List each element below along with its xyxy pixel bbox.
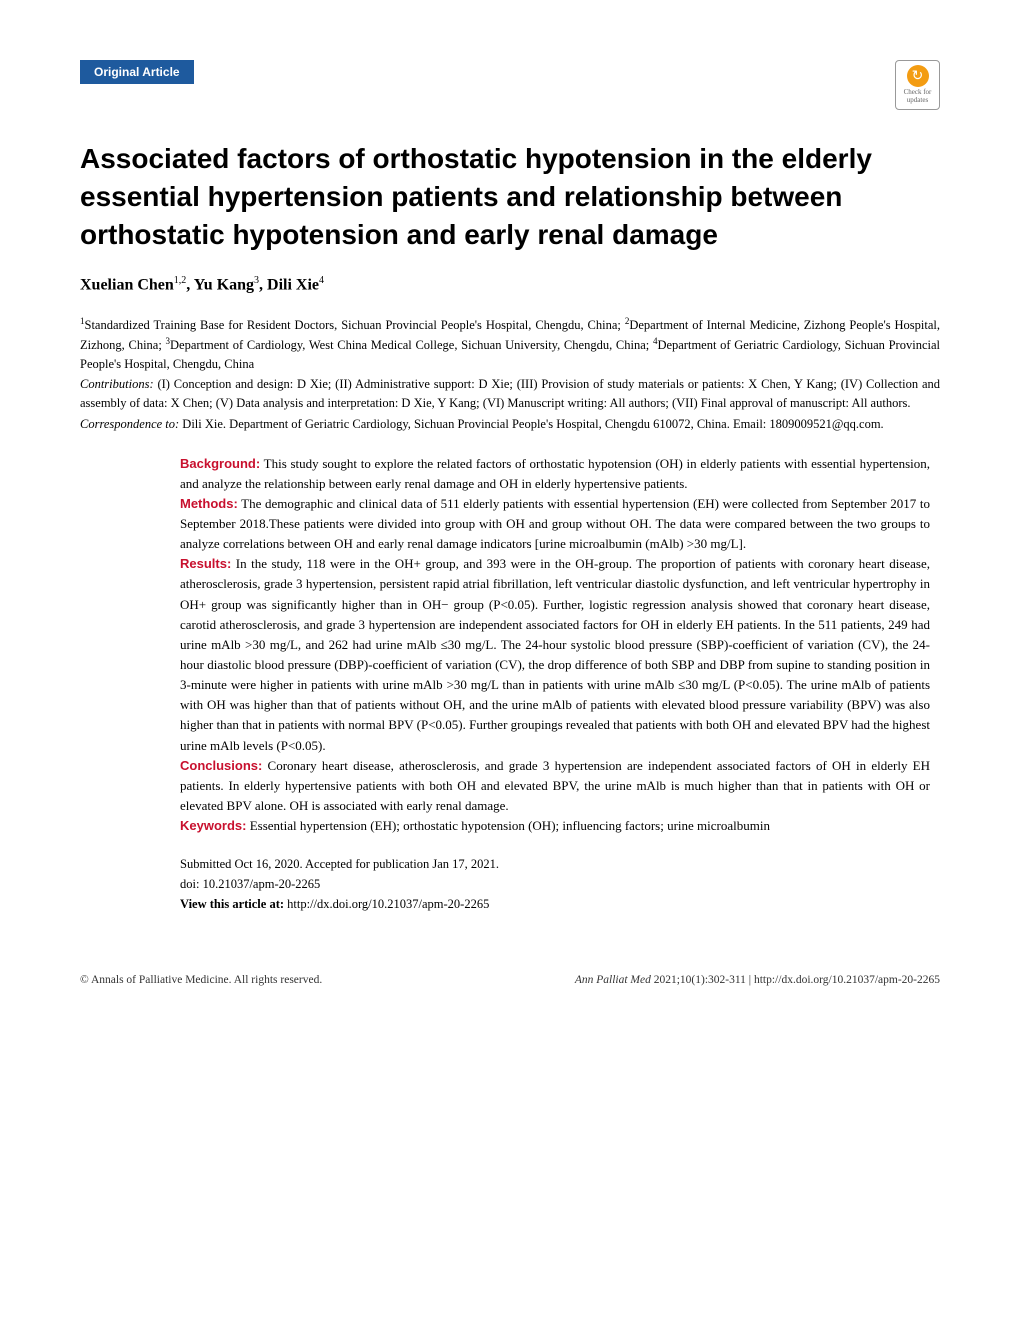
methods-text: The demographic and clinical data of 511… xyxy=(180,496,930,551)
abstract-results: Results: In the study, 118 were in the O… xyxy=(180,554,930,755)
article-title: Associated factors of orthostatic hypote… xyxy=(80,140,940,253)
abstract-methods: Methods: The demographic and clinical da… xyxy=(180,494,930,554)
results-label: Results: xyxy=(180,556,231,571)
conclusions-label: Conclusions: xyxy=(180,758,262,773)
view-article-line: View this article at: http://dx.doi.org/… xyxy=(180,894,940,914)
header-row: Original Article ↻ Check for updates xyxy=(80,60,940,110)
submitted-dates: Submitted Oct 16, 2020. Accepted for pub… xyxy=(180,854,940,874)
contributions: Contributions: (I) Conception and design… xyxy=(80,375,940,413)
view-article-label: View this article at: xyxy=(180,897,284,911)
methods-label: Methods: xyxy=(180,496,238,511)
submission-info: Submitted Oct 16, 2020. Accepted for pub… xyxy=(180,854,940,914)
keywords-label: Keywords: xyxy=(180,818,246,833)
abstract-background: Background: This study sought to explore… xyxy=(180,454,930,494)
citation-text: Ann Palliat Med 2021;10(1):302-311 | htt… xyxy=(575,974,940,986)
crossmark-icon: ↻ xyxy=(907,65,929,87)
view-article-url[interactable]: http://dx.doi.org/10.21037/apm-20-2265 xyxy=(287,897,489,911)
keywords-text: Essential hypertension (EH); orthostatic… xyxy=(246,818,770,833)
abstract-block: Background: This study sought to explore… xyxy=(180,454,930,837)
background-text: This study sought to explore the related… xyxy=(180,456,930,491)
copyright-text: © Annals of Palliative Medicine. All rig… xyxy=(80,974,322,986)
background-label: Background: xyxy=(180,456,260,471)
conclusions-text: Coronary heart disease, atherosclerosis,… xyxy=(180,758,930,813)
page-footer: © Annals of Palliative Medicine. All rig… xyxy=(80,974,940,986)
affiliations: 1Standardized Training Base for Resident… xyxy=(80,315,940,374)
doi-line: doi: 10.21037/apm-20-2265 xyxy=(180,874,940,894)
authors-line: Xuelian Chen1,2, Yu Kang3, Dili Xie4 xyxy=(80,275,940,294)
check-updates-line2: updates xyxy=(907,97,928,105)
abstract-keywords: Keywords: Essential hypertension (EH); o… xyxy=(180,816,930,836)
correspondence: Correspondence to: Dili Xie. Department … xyxy=(80,415,940,434)
citation-detail: 2021;10(1):302-311 | http://dx.doi.org/1… xyxy=(651,974,940,986)
results-text: In the study, 118 were in the OH+ group,… xyxy=(180,556,930,752)
article-type-badge: Original Article xyxy=(80,60,194,84)
check-for-updates-icon[interactable]: ↻ Check for updates xyxy=(895,60,940,110)
abstract-conclusions: Conclusions: Coronary heart disease, ath… xyxy=(180,756,930,816)
journal-abbrev: Ann Palliat Med xyxy=(575,974,651,986)
